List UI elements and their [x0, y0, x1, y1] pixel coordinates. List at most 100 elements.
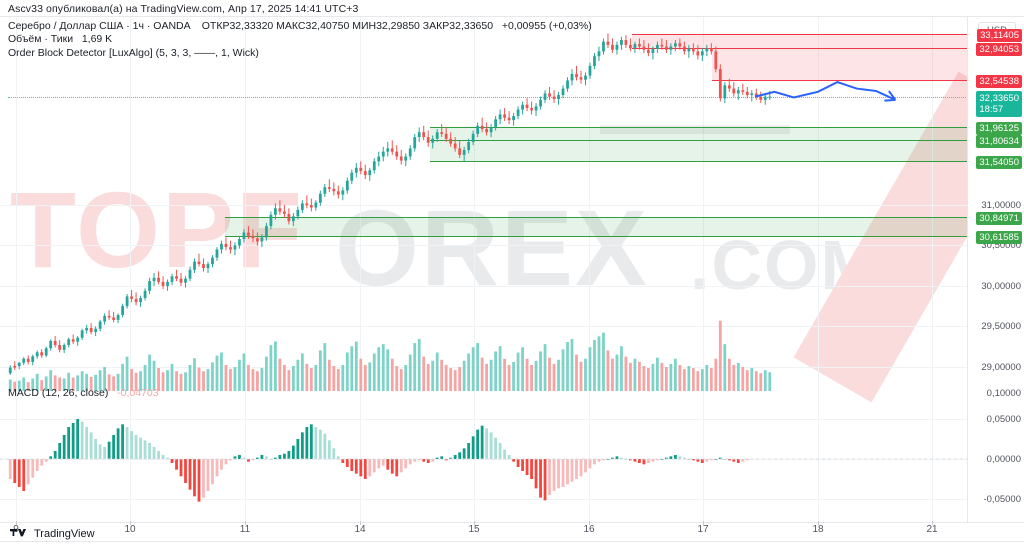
price-axis[interactable]: USD 31,0000030,5000030,0000029,5000029,0… — [967, 17, 1024, 522]
macd-bar — [287, 451, 291, 459]
candle-body — [512, 116, 515, 121]
macd-histogram-series — [0, 419, 968, 502]
volume-bar — [390, 358, 394, 391]
candle-body — [291, 216, 295, 222]
price-axis-label[interactable]: 30,61585 — [976, 231, 1022, 245]
macd-bar — [588, 459, 592, 469]
symbol-legend[interactable]: Серебро / Доллар США · 1ч · OANDA ОТКР32… — [8, 19, 592, 33]
candle-body — [76, 337, 80, 342]
volume-bar — [682, 369, 686, 391]
candle-body — [49, 340, 53, 349]
macd-bar — [449, 457, 453, 459]
candle-body — [399, 156, 403, 161]
candle-body — [682, 46, 686, 52]
volume-bar — [552, 363, 556, 391]
macd-bar — [31, 459, 35, 478]
price-axis-label[interactable]: 32,33650 18:57 — [976, 90, 1022, 117]
attribution-line: Ascv33 опубликовал(а) на TradingView.com… — [8, 3, 359, 15]
chart-plot-area[interactable]: TOPF OREX .COM Серебро / Доллар США · 1ч… — [0, 17, 968, 522]
time-axis[interactable]: 91011141516171821 — [0, 521, 1024, 542]
macd-bar — [431, 459, 435, 462]
order-block-zone[interactable] — [225, 217, 968, 237]
candle-body — [413, 137, 417, 149]
macd-bar — [229, 459, 232, 461]
price-axis-label[interactable]: 32,94053 — [976, 43, 1022, 57]
candle-body — [633, 44, 637, 49]
volume-bar — [85, 373, 89, 391]
candle-body — [467, 141, 471, 151]
macd-bar — [422, 459, 426, 462]
candle-body — [256, 238, 259, 242]
volume-bar — [215, 355, 219, 391]
candle-body — [548, 93, 551, 97]
volume-bar — [404, 364, 408, 391]
macd-bar — [741, 459, 745, 462]
price-axis-label[interactable]: 31,96125 — [976, 122, 1022, 136]
macd-bar — [8, 459, 12, 479]
time-tick-mark — [130, 521, 131, 525]
order-block-legend[interactable]: Order Block Detector [LuxAlgo] (5, 3, 3,… — [8, 47, 259, 59]
macd-bar — [557, 459, 560, 489]
volume-bar — [709, 368, 713, 391]
projection-drawing[interactable] — [0, 17, 968, 522]
price-tick-label: 30,00000 — [981, 280, 1021, 292]
candle-body — [489, 127, 493, 133]
macd-bar — [148, 443, 151, 459]
volume-legend[interactable]: Объём · Тики 1,69 K — [8, 33, 112, 45]
time-tick-label: 18 — [812, 524, 824, 535]
tradingview-logo-icon — [10, 528, 26, 536]
volume-series — [8, 320, 772, 391]
candle-body — [130, 296, 133, 299]
projection-line[interactable] — [754, 81, 896, 101]
macd-bar — [368, 459, 372, 477]
candle-body — [179, 278, 183, 283]
macd-bar — [413, 459, 417, 462]
volume-bar — [408, 354, 412, 391]
order-block-zone — [600, 124, 790, 134]
candle-body — [193, 261, 196, 270]
volume-bar — [543, 344, 547, 391]
macd-legend[interactable]: MACD (12, 26, close) -0,04703 — [8, 387, 159, 399]
price-axis-label[interactable]: 33,11405 — [977, 29, 1022, 43]
order-block-zone[interactable] — [712, 48, 968, 81]
volume-bar — [417, 338, 421, 391]
price-axis-label[interactable]: 32,54538 — [976, 75, 1022, 89]
grid-line-vertical — [16, 17, 17, 522]
macd-bar — [673, 455, 677, 459]
volume-bar — [350, 346, 354, 391]
candle-body — [615, 44, 619, 50]
volume-bar — [251, 369, 255, 391]
volume-bar — [314, 364, 318, 391]
macd-bar — [386, 459, 390, 470]
candle-body — [741, 90, 745, 92]
candle-body — [197, 261, 201, 265]
order-block-zone[interactable] — [430, 127, 968, 140]
candle-body — [444, 133, 448, 139]
volume-bar — [745, 370, 749, 391]
volume-bar — [341, 364, 345, 391]
price-axis-label[interactable]: 31,54050 — [976, 156, 1022, 170]
grid-line-horizontal — [0, 366, 968, 368]
grid-line-vertical — [474, 17, 475, 522]
order-block-zone[interactable] — [632, 34, 968, 49]
macd-bar — [291, 445, 295, 459]
macd-bar — [700, 459, 704, 463]
volume-bar — [17, 380, 21, 391]
candle-body — [561, 88, 565, 96]
candle-body — [507, 117, 511, 121]
candle-body — [139, 298, 142, 303]
macd-bar — [206, 459, 210, 491]
candle-body — [265, 226, 268, 238]
candle-body — [44, 348, 48, 356]
volume-bar — [638, 361, 641, 391]
price-axis-label[interactable]: 30,84971 — [976, 212, 1022, 226]
order-block-zone[interactable] — [430, 139, 968, 162]
volume-bar — [368, 362, 372, 391]
candle-body — [341, 190, 345, 195]
price-axis-label[interactable]: 31,80634 — [976, 134, 1022, 148]
macd-bar — [40, 459, 44, 466]
macd-bar — [669, 456, 673, 459]
candle-body — [242, 232, 246, 240]
price-axis-label-value: 33,11405 — [980, 30, 1019, 42]
macd-bar — [67, 427, 71, 459]
